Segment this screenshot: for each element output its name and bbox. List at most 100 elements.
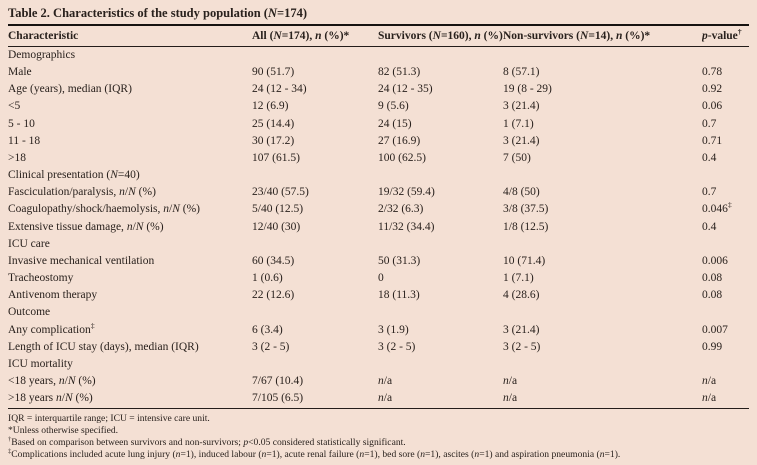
cell: [252, 304, 378, 321]
cell: 0.7: [702, 186, 717, 199]
cell: 19/32 (59.4): [378, 186, 435, 199]
cell: [503, 47, 702, 65]
cell: 9 (5.6): [378, 100, 409, 113]
column-header: p-value†: [702, 26, 749, 47]
section-row: ICU care: [8, 236, 749, 253]
cell: 12/40 (30): [252, 220, 301, 233]
cell: 11/32 (34.4): [378, 220, 435, 233]
cell: 0: [378, 272, 384, 285]
row-label: Tracheostomy: [8, 272, 74, 285]
table-row: >18 years n/N (%) 7/105 (6.5) n/a n/a n/a: [8, 390, 749, 407]
cell: 18 (11.3): [378, 289, 420, 302]
cell: [252, 167, 378, 184]
table-row: 5 - 10 25 (14.4) 24 (15) 1 (7.1) 0.7: [8, 116, 749, 133]
cell: [378, 167, 503, 184]
row-label: ICU care: [8, 237, 50, 250]
cell: [702, 167, 749, 184]
cell: 6 (3.4): [252, 323, 283, 336]
cell: 0.4: [702, 220, 717, 233]
cell: n/a: [378, 392, 393, 405]
cell: 1 (7.1): [503, 117, 534, 130]
study-population-table: Characteristic All (N=174), n (%)* Survivo…: [8, 26, 749, 407]
cell: 90 (51.7): [252, 66, 295, 79]
cell: [503, 167, 702, 184]
cell: 50 (31.3): [378, 254, 421, 267]
cell: 7/67 (10.4): [252, 374, 304, 387]
row-label: Any complication‡: [8, 321, 95, 336]
cell: n/a: [702, 374, 717, 387]
cell: 1 (0.6): [252, 272, 283, 285]
cell: 1 (7.1): [503, 272, 534, 285]
table-row: Coagulopathy/shock/haemolysis, n/N (%) 5/…: [8, 201, 749, 218]
table-row: Invasive mechanical ventilation 60 (34.5)…: [8, 253, 749, 270]
cell: 0.92: [702, 83, 723, 96]
cell: [503, 236, 702, 253]
cell: 0.4: [702, 151, 717, 164]
cell: 4 (28.6): [503, 289, 540, 302]
cell: 1/8 (12.5): [503, 220, 549, 233]
row-label: <5: [8, 100, 21, 113]
table-row: Male 90 (51.7) 82 (51.3) 8 (57.1) 0.78: [8, 64, 749, 81]
cell: [503, 304, 702, 321]
cell: 0.006: [702, 254, 728, 267]
table-row: <18 years, n/N (%) 7/67 (10.4) n/a n/a n/a: [8, 373, 749, 390]
table-row: Antivenom therapy 22 (12.6) 18 (11.3) 4 (28…: [8, 287, 749, 304]
row-label: ICU mortality: [8, 357, 73, 370]
table-title: Table 2. Characteristics of the study po…: [8, 6, 308, 20]
footnote-line: ‡Complications included acute lung injur…: [8, 447, 621, 460]
footnote-line: †Based on comparison between survivors a…: [8, 435, 406, 449]
cell: 3/8 (37.5): [503, 203, 549, 216]
section-row: Outcome: [8, 304, 749, 321]
cell: 8 (57.1): [503, 66, 540, 79]
title-rule: [8, 24, 749, 26]
cell: [702, 304, 749, 321]
cell: 100 (62.5): [378, 151, 426, 164]
cell: 24 (15): [378, 117, 412, 130]
cell: n/a: [702, 392, 717, 405]
cell: 22 (12.6): [252, 289, 295, 302]
cell: 3 (21.4): [503, 323, 540, 336]
row-label: Clinical presentation (N=40): [8, 169, 140, 182]
cell: 25 (14.4): [252, 117, 295, 130]
cell: 0.7: [702, 117, 717, 130]
cell: 30 (17.2): [252, 134, 295, 147]
cell: 3 (2 - 5): [503, 340, 541, 353]
cell: n/a: [503, 374, 518, 387]
cell: [378, 236, 503, 253]
table-row: Tracheostomy 1 (0.6) 0 1 (7.1) 0.08: [8, 270, 749, 287]
cell: 19 (8 - 29): [503, 83, 552, 96]
cell: [702, 356, 749, 373]
row-label: <18 years, n/N (%): [8, 374, 96, 387]
table-row: <5 12 (6.9) 9 (5.6) 3 (21.4) 0.06: [8, 98, 749, 115]
row-label: Outcome: [8, 306, 51, 319]
cell: [252, 236, 378, 253]
cell: 3 (2 - 5): [252, 340, 290, 353]
cell: 0.06: [702, 100, 723, 113]
cell: n/a: [503, 392, 518, 405]
row-label: 5 - 10: [8, 117, 35, 130]
table-row: Fasciculation/paralysis, n/N (%) 23/40 (5…: [8, 184, 749, 201]
row-label: Extensive tissue damage, n/N (%): [8, 220, 164, 233]
column-header: All (N=174), n (%)*: [252, 26, 378, 47]
cell: 7/105 (6.5): [252, 392, 304, 405]
cell: [252, 47, 378, 65]
cell: 107 (61.5): [252, 151, 300, 164]
cell: 60 (34.5): [252, 254, 295, 267]
cell: 5/40 (12.5): [252, 203, 304, 216]
row-label: Fasciculation/paralysis, n/N (%): [8, 186, 156, 199]
cell: 7 (50): [503, 151, 531, 164]
cell: 82 (51.3): [378, 66, 421, 79]
row-label: >18 years n/N (%): [8, 392, 93, 405]
column-header: Non-survivors (N=14), n (%)*: [503, 26, 702, 47]
row-label: >18: [8, 151, 26, 164]
bottom-rule: [8, 408, 749, 410]
cell: [378, 47, 503, 65]
cell: 27 (16.9): [378, 134, 421, 147]
row-label: Coagulopathy/shock/haemolysis, n/N (%): [8, 203, 200, 216]
table-body: Demographics Male 90 (51.7) 82 (51.3) 8 (57.…: [8, 47, 749, 408]
cell: [252, 356, 378, 373]
cell: 0.71: [702, 134, 723, 147]
header-row: Characteristic All (N=174), n (%)* Survivo…: [8, 26, 749, 47]
cell: 0.046‡: [702, 201, 732, 216]
